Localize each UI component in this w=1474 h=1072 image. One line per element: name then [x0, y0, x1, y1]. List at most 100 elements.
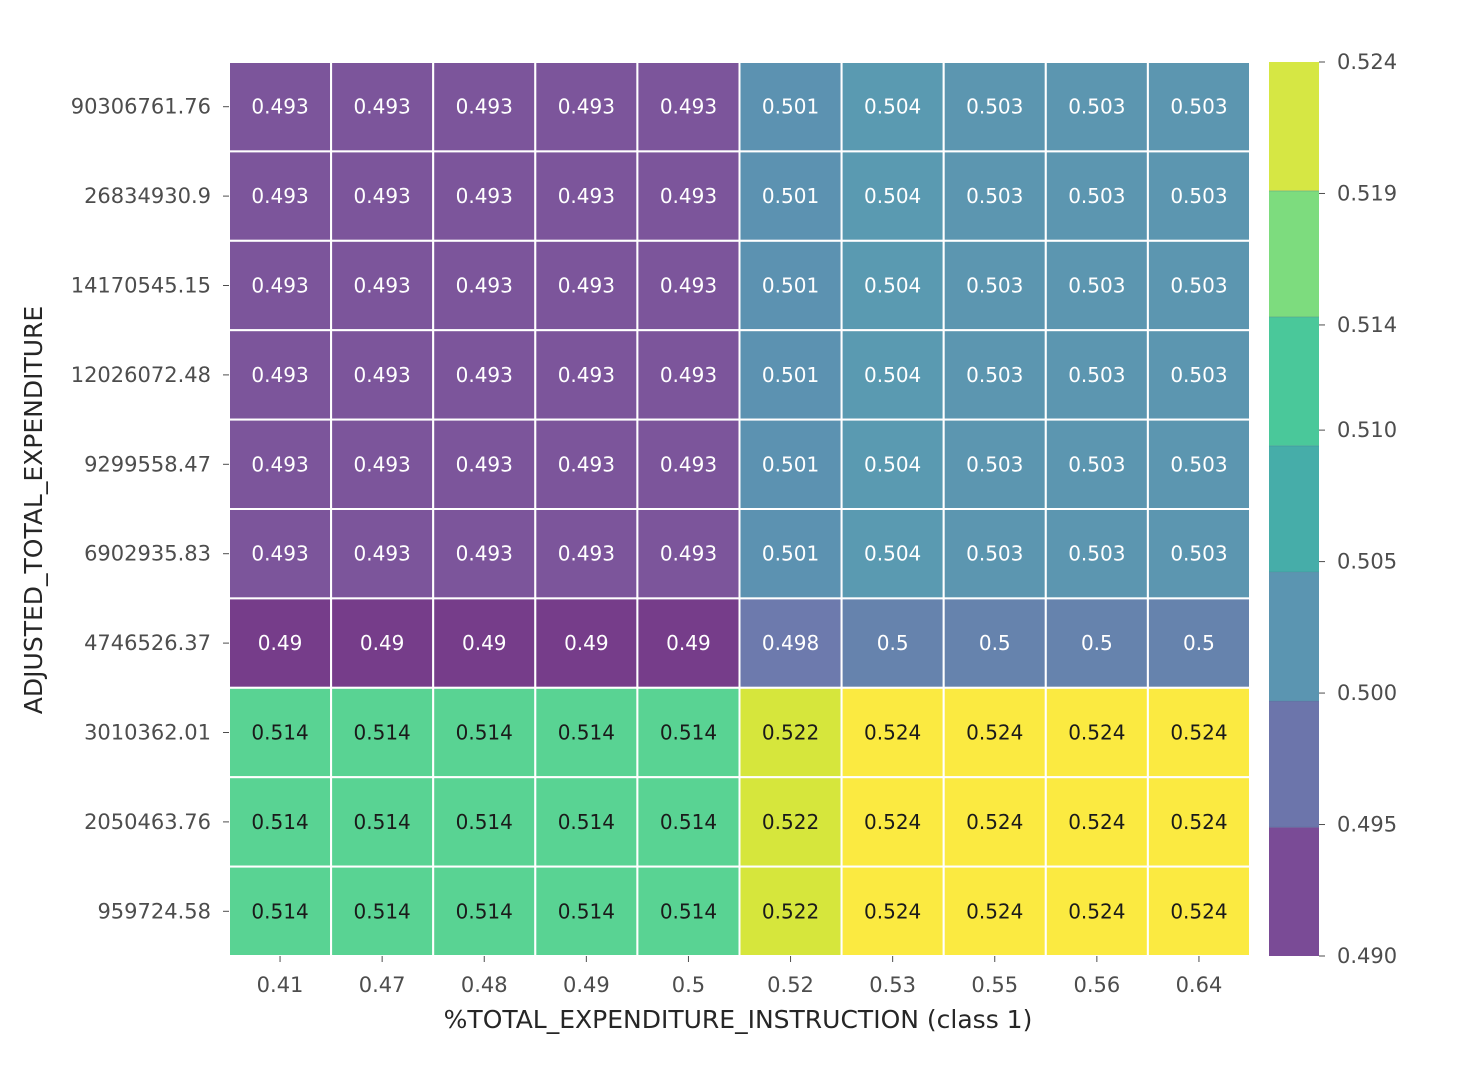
cell-value-label: 0.5 — [877, 631, 909, 655]
x-tick-label: 0.55 — [971, 973, 1018, 997]
heatmap-cell — [534, 418, 639, 511]
cell-value-label: 0.5 — [1081, 631, 1113, 655]
cell-value-label: 0.514 — [251, 810, 308, 834]
cell-value-label: 0.503 — [1068, 95, 1125, 119]
cell-value-label: 0.493 — [456, 452, 513, 476]
cell-value-label: 0.501 — [762, 452, 819, 476]
heatmap-cell — [1146, 686, 1252, 779]
cell-value-label: 0.493 — [251, 184, 308, 208]
heatmap-cell — [330, 239, 435, 332]
heatmap-cell — [534, 508, 639, 600]
cell-value-label: 0.504 — [864, 95, 921, 119]
heatmap-cell — [534, 865, 639, 957]
heatmap-cell — [534, 150, 639, 242]
cell-value-label: 0.503 — [966, 542, 1023, 566]
heatmap-cell — [1146, 61, 1252, 153]
heatmap-cell — [432, 239, 537, 332]
cell-value-label: 0.524 — [1068, 721, 1125, 745]
cell-value-label: 0.503 — [1068, 542, 1125, 566]
cell-value-label: 0.514 — [251, 899, 308, 923]
cell-value-label: 0.493 — [660, 95, 717, 119]
colorbar-ticks: 0.490 0.495 0.500 0.505 0.510 0.514 0.519 0.524 — [1319, 50, 1397, 968]
heatmap-cell — [330, 150, 435, 242]
colorbar-tick-label: 0.500 — [1337, 681, 1397, 705]
colorbar-band — [1269, 572, 1319, 701]
cell-value-label: 0.503 — [966, 184, 1023, 208]
cell-value-label: 0.504 — [864, 542, 921, 566]
heatmap-cell — [432, 418, 537, 511]
heatmap-cell — [1146, 597, 1252, 689]
heatmap-cell — [942, 61, 1047, 153]
cell-value-label: 0.493 — [660, 363, 717, 387]
colorbar-band — [1269, 445, 1319, 573]
heatmap-cell — [738, 150, 843, 242]
x-tick-label: 0.47 — [359, 973, 406, 997]
heatmap-cell — [432, 686, 537, 779]
cell-value-label: 0.504 — [864, 184, 921, 208]
cell-value-label: 0.522 — [762, 899, 819, 923]
colorbar-tick-label: 0.505 — [1337, 550, 1397, 574]
x-tick-label: 0.52 — [767, 973, 814, 997]
cell-value-label: 0.498 — [762, 631, 819, 655]
cell-value-label: 0.501 — [762, 184, 819, 208]
heatmap-cell — [636, 418, 741, 511]
heatmap-cell — [1044, 329, 1149, 421]
colorbar — [1269, 62, 1319, 956]
heatmap-cell — [1044, 150, 1149, 242]
cell-value-label: 0.524 — [1170, 721, 1227, 745]
heatmap-cell — [840, 776, 945, 868]
heatmap-cell — [1044, 686, 1149, 779]
x-tick-label: 0.64 — [1176, 973, 1223, 997]
cell-value-label: 0.49 — [564, 631, 609, 655]
cell-value-label: 0.514 — [558, 810, 615, 834]
cell-value-label: 0.493 — [354, 184, 411, 208]
cell-value-label: 0.514 — [660, 721, 717, 745]
cell-value-label: 0.514 — [660, 899, 717, 923]
cell-value-label: 0.503 — [1068, 274, 1125, 298]
heatmap-cell — [1044, 418, 1149, 511]
heatmap-cell — [1146, 865, 1252, 957]
cell-value-label: 0.522 — [762, 810, 819, 834]
heatmap-cell — [840, 150, 945, 242]
cell-value-label: 0.493 — [456, 184, 513, 208]
cell-value-label: 0.524 — [1170, 810, 1227, 834]
cell-value-label: 0.493 — [354, 95, 411, 119]
cell-value-label: 0.493 — [558, 274, 615, 298]
cell-value-label: 0.503 — [1068, 184, 1125, 208]
y-axis-label: ADJUSTED_TOTAL_EXPENDITURE — [19, 306, 48, 714]
colorbar-tick-label: 0.524 — [1337, 50, 1397, 74]
colorbar-band — [1269, 190, 1319, 318]
heatmap-cell — [1146, 776, 1252, 868]
colorbar-band — [1269, 317, 1319, 446]
heatmap-cell — [1146, 508, 1252, 600]
x-axis-ticks: 0.41 0.47 0.48 0.49 0.5 0.52 0.53 0.55 0.56 0.64 — [257, 956, 1223, 997]
cell-value-label: 0.5 — [979, 631, 1011, 655]
heatmap-cell — [330, 61, 435, 153]
cell-value-label: 0.503 — [1170, 184, 1227, 208]
cell-value-label: 0.503 — [1170, 274, 1227, 298]
cell-value-label: 0.493 — [354, 363, 411, 387]
cell-value-label: 0.501 — [762, 542, 819, 566]
y-tick-label: 6902935.83 — [84, 542, 211, 566]
x-tick-label: 0.53 — [869, 973, 916, 997]
cell-value-label: 0.504 — [864, 274, 921, 298]
cell-value-label: 0.503 — [1068, 452, 1125, 476]
cell-value-label: 0.524 — [966, 810, 1023, 834]
heatmap-cell — [636, 508, 741, 600]
heatmap-cell — [1044, 865, 1149, 957]
cell-value-label: 0.501 — [762, 274, 819, 298]
cell-value-label: 0.522 — [762, 721, 819, 745]
cell-value-label: 0.493 — [660, 452, 717, 476]
heatmap-cell — [1146, 418, 1252, 511]
cell-value-label: 0.493 — [558, 542, 615, 566]
cell-value-label: 0.501 — [762, 363, 819, 387]
cell-value-label: 0.514 — [456, 721, 513, 745]
heatmap-cell — [942, 418, 1047, 511]
colorbar-tick-label: 0.519 — [1337, 181, 1397, 205]
cell-value-label: 0.503 — [1170, 363, 1227, 387]
cell-value-label: 0.493 — [456, 363, 513, 387]
y-tick-label: 9299558.47 — [84, 452, 211, 476]
x-tick-label: 0.49 — [563, 973, 610, 997]
heatmap-cell — [738, 418, 843, 511]
